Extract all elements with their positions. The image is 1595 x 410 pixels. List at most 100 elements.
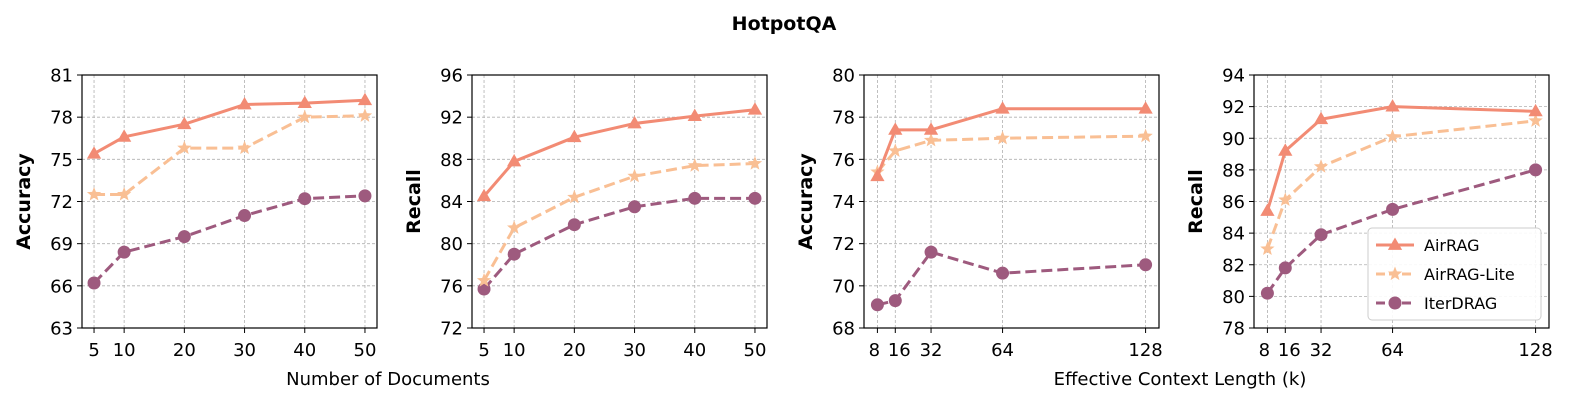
y-tick-label: 81 <box>50 66 73 87</box>
chart-panel-3: 68 70 72 74 76 78 80 8 16 32 64 128 Accuracy <box>795 66 1163 362</box>
data-point <box>117 129 132 142</box>
y-tick-label: 92 <box>440 108 463 129</box>
chart-panel-1: 63 66 69 72 75 78 81 5 10 20 30 40 50 Accuracy <box>13 66 378 361</box>
data-point <box>923 132 939 147</box>
data-point <box>237 140 252 155</box>
chart-panel-4: 78 80 82 84 86 88 90 92 94 8 16 32 64 128 Recall <box>1185 66 1553 362</box>
y-tick-label: 88 <box>440 150 463 171</box>
series-line <box>1266 168 1536 295</box>
series-iterdrag <box>870 245 1153 312</box>
data-point <box>627 168 642 183</box>
x-tick-label: 5 <box>478 340 489 361</box>
series-line <box>876 134 1146 173</box>
y-axis-label: Recall <box>1185 169 1207 234</box>
data-point <box>507 247 521 261</box>
legend-label: IterDRAG <box>1424 294 1497 313</box>
series-line <box>1265 105 1536 212</box>
chart-panels: 63 66 69 72 75 78 81 5 10 20 30 40 50 Accuracy 72 76 80 8… <box>13 66 1553 362</box>
chart-panel-2: 72 76 80 84 88 92 96 5 10 20 30 40 50 Recall <box>403 66 768 361</box>
axes-frame <box>471 74 768 329</box>
series-iterdrag <box>87 189 372 290</box>
y-tick-label: 78 <box>832 108 855 129</box>
y-axis-label: Accuracy <box>795 153 817 250</box>
legend-marker <box>1387 266 1403 281</box>
x-tick-label: 16 <box>1278 340 1301 361</box>
series-airrag <box>870 101 1153 182</box>
legend-marker <box>1388 296 1402 310</box>
data-point <box>358 189 372 203</box>
series-airrag <box>1260 99 1543 216</box>
figure-title: HotpotQA <box>732 13 837 35</box>
data-point <box>1313 159 1329 173</box>
series-airrag-lite <box>1260 113 1543 256</box>
y-axis-label: Recall <box>403 169 425 234</box>
data-point <box>924 245 938 259</box>
shared-xlabel-context: Effective Context Length (k) <box>1054 369 1307 390</box>
data-point <box>1313 111 1329 125</box>
shared-xlabel-documents: Number of Documents <box>286 369 490 390</box>
y-tick-label: 78 <box>1222 319 1245 340</box>
x-tick-label: 16 <box>888 340 911 361</box>
y-tick-label: 76 <box>440 276 463 297</box>
series-line <box>482 162 756 282</box>
data-point <box>1278 143 1293 156</box>
y-tick-label: 86 <box>1222 192 1245 213</box>
data-point <box>1528 103 1543 117</box>
data-point <box>357 92 373 106</box>
data-point <box>687 158 702 172</box>
y-tick-label: 90 <box>1222 129 1245 150</box>
data-point <box>1260 203 1275 216</box>
data-point <box>888 143 903 157</box>
data-point <box>996 266 1010 280</box>
data-point <box>86 186 102 201</box>
y-tick-label: 80 <box>832 66 855 87</box>
data-point <box>1278 192 1293 206</box>
x-tick-label: 64 <box>1381 340 1404 361</box>
y-tick-label: 68 <box>832 319 855 340</box>
x-tick-label: 50 <box>354 340 377 361</box>
series-airrag <box>476 102 763 202</box>
legend-marker <box>1387 237 1403 250</box>
legend: AirRAG AirRAG-Lite IterDRAG <box>1367 227 1542 321</box>
data-point <box>567 218 581 232</box>
data-point <box>1138 101 1153 114</box>
x-tick-label: 8 <box>1259 340 1270 361</box>
data-point <box>1260 286 1274 300</box>
x-tick-label: 128 <box>1518 340 1552 361</box>
y-tick-label: 78 <box>50 108 73 129</box>
data-point <box>870 298 884 312</box>
data-point <box>1278 261 1292 275</box>
series-airrag-lite <box>86 108 373 201</box>
data-point <box>1314 228 1328 242</box>
y-tick-label: 80 <box>1222 287 1245 308</box>
y-tick-label: 63 <box>50 319 73 340</box>
x-tick-label: 10 <box>113 340 136 361</box>
y-tick-label: 75 <box>50 150 73 171</box>
series-airrag <box>86 92 373 159</box>
y-tick-label: 72 <box>832 234 855 255</box>
data-point <box>238 209 252 223</box>
legend-label: AirRAG <box>1424 236 1480 255</box>
series-line <box>482 108 756 198</box>
axes-frame <box>1253 74 1550 329</box>
data-point <box>86 146 102 159</box>
y-tick-label: 96 <box>440 66 463 87</box>
data-point <box>747 102 763 115</box>
data-point <box>297 95 312 108</box>
data-point <box>476 188 492 202</box>
series-line <box>877 250 1146 307</box>
y-tick-label: 94 <box>1222 66 1245 87</box>
y-tick-label: 69 <box>50 234 73 255</box>
series-line <box>876 107 1146 177</box>
y-tick-label: 92 <box>1222 97 1245 118</box>
y-tick-label: 80 <box>440 234 463 255</box>
y-tick-label: 76 <box>832 150 855 171</box>
data-point <box>177 116 192 130</box>
data-point <box>298 192 312 206</box>
y-tick-label: 74 <box>832 192 855 213</box>
series-line <box>92 194 366 285</box>
y-tick-label: 82 <box>1222 255 1245 276</box>
legend-label: AirRAG-Lite <box>1424 265 1515 284</box>
x-tick-label: 40 <box>293 340 316 361</box>
